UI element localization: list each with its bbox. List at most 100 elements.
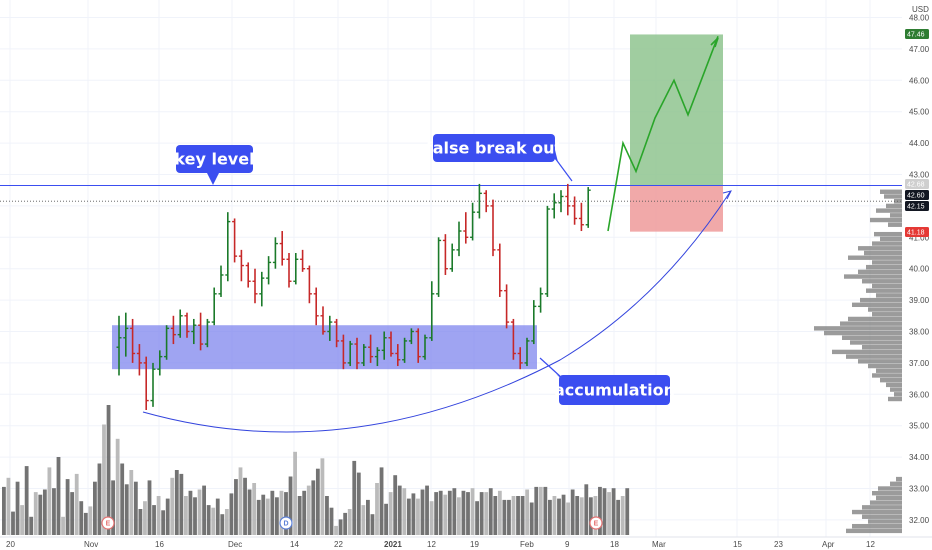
volume-bar <box>24 466 29 535</box>
y-tick-label: 36.00 <box>909 390 930 399</box>
annotation-label: false break out <box>426 139 563 158</box>
ohlc-bar <box>218 265 224 297</box>
drawings <box>142 36 732 433</box>
y-tick-label: 35.00 <box>909 422 930 431</box>
ohlc-bar <box>524 337 530 367</box>
volume-bar <box>102 424 106 535</box>
event-marker-label: E <box>106 521 111 528</box>
volume-bar <box>229 493 234 535</box>
volume-bar <box>484 492 489 535</box>
x-tick-label: 14 <box>290 540 299 549</box>
volume-bar <box>425 485 429 535</box>
volume-bar <box>224 509 229 535</box>
volume-profile-bar <box>846 354 902 359</box>
volume-bar <box>375 483 379 535</box>
ohlc-bar <box>157 350 163 376</box>
ohlc-bar <box>170 315 176 345</box>
volume-bar <box>20 505 24 535</box>
volume-bar <box>438 490 443 535</box>
volume-profile-bar <box>884 194 902 199</box>
volume-bar <box>529 502 534 535</box>
volume-bar <box>2 486 6 535</box>
ohlc-bar <box>578 202 584 232</box>
annotation-label: accumulation <box>554 381 675 400</box>
volume-bar <box>306 485 311 535</box>
volume-bar <box>206 505 211 535</box>
volume-bar <box>279 490 284 535</box>
volume-bar <box>193 497 197 535</box>
event-marker-e[interactable]: E <box>101 516 115 530</box>
ohlc-bar <box>551 193 557 219</box>
volume-bar <box>334 525 338 535</box>
volume-bar <box>74 473 79 535</box>
ohlc-bar <box>191 318 197 345</box>
ohlc-bar <box>150 362 156 407</box>
event-marker-d[interactable]: D <box>279 516 293 530</box>
volume-profile-bar <box>874 231 902 237</box>
ohlc-bar <box>313 287 319 326</box>
volume-bar <box>275 497 279 535</box>
volume-bar <box>520 496 525 535</box>
rounding-bottom-curve <box>142 191 731 433</box>
volume-profile-bar <box>872 491 902 496</box>
x-tick-label: 23 <box>774 540 783 549</box>
price-badge: 47.46 <box>905 29 929 39</box>
y-tick-label: 45.00 <box>909 108 930 117</box>
y-tick-label: 32.00 <box>909 516 930 525</box>
ohlc-bar <box>204 318 210 348</box>
volume-profile-bar <box>862 279 902 284</box>
ohlc-bar <box>368 334 374 363</box>
price-badge-label: 42.60 <box>907 193 925 200</box>
ohlc-bars <box>116 183 591 410</box>
volume-bar <box>297 496 302 535</box>
volume-profile-bar <box>850 340 902 345</box>
volume-bar <box>584 484 589 535</box>
volume-bar <box>493 496 498 535</box>
volume-bar <box>61 516 65 535</box>
volume-bar <box>65 479 70 535</box>
volume-bar <box>593 496 598 535</box>
ohlc-bar <box>164 325 170 360</box>
volume-bar <box>616 499 621 535</box>
accumulation-zone <box>112 325 537 370</box>
volume-profile-bar <box>866 288 902 293</box>
ohlc-bar <box>585 187 591 228</box>
volume-bar <box>384 503 388 535</box>
volume-bar <box>370 514 375 535</box>
ohlc-bar <box>381 331 387 360</box>
ohlc-bar <box>177 309 183 338</box>
ohlc-bar <box>361 344 367 367</box>
volume-profile-bar <box>880 377 902 383</box>
volume-profile-bar <box>894 392 902 397</box>
volume-profile-bar <box>880 189 902 194</box>
volume-profile-bar <box>862 345 902 350</box>
ohlc-bar <box>544 205 550 297</box>
volume-bar <box>343 512 348 535</box>
volume-bar <box>411 493 416 535</box>
volume-bar <box>6 477 11 535</box>
volume-bar <box>33 492 38 535</box>
annotation-key-level: key level <box>174 145 255 185</box>
volume-bar <box>115 438 120 535</box>
x-tick-label: 12 <box>427 540 436 549</box>
volume-bar <box>602 488 607 535</box>
ohlc-bar <box>517 347 523 370</box>
volume-bar <box>129 470 134 535</box>
volume-bar <box>161 510 166 535</box>
volume-bar <box>138 509 143 535</box>
ohlc-bar <box>279 231 285 266</box>
ohlc-bar <box>293 253 299 285</box>
volume-bar <box>79 501 84 535</box>
volume-bar <box>625 488 630 535</box>
volume-bar <box>238 467 243 535</box>
volume-bar <box>152 505 156 535</box>
ohlc-bar <box>456 221 462 257</box>
volume-profile-bar <box>852 523 902 529</box>
event-marker-e[interactable]: E <box>589 516 603 530</box>
ohlc-bar <box>565 183 571 216</box>
y-tick-label: 34.00 <box>909 453 930 462</box>
stop-zone <box>630 185 723 232</box>
volume-bar <box>475 501 479 535</box>
ohlc-bar <box>395 344 401 367</box>
x-tick-label: 2021 <box>384 540 402 549</box>
